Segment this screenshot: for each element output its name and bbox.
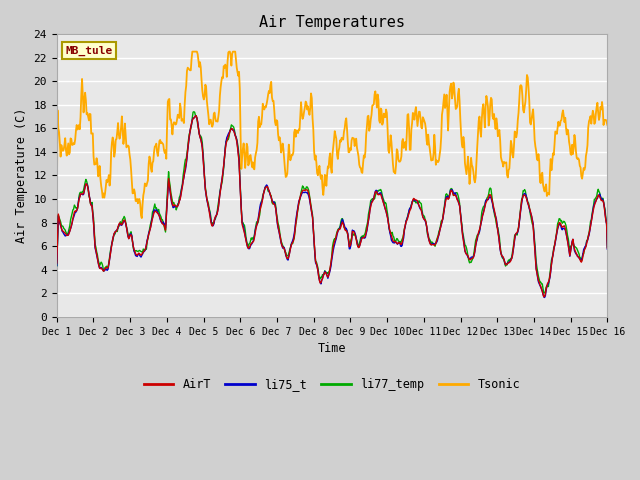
Tsonic <box>401 142 408 147</box>
Y-axis label: Air Temperature (C): Air Temperature (C) <box>15 108 28 243</box>
li77_temp <box>604 244 611 250</box>
Line: li77_temp: li77_temp <box>57 112 607 293</box>
AirT <box>416 204 424 210</box>
li77_temp <box>120 216 127 221</box>
Tsonic <box>604 122 611 128</box>
Tsonic <box>176 101 184 107</box>
li77_temp <box>175 194 183 200</box>
Tsonic <box>206 118 214 123</box>
Tsonic <box>63 153 70 158</box>
li77_temp <box>205 206 213 212</box>
Line: li75_t: li75_t <box>57 116 607 298</box>
Tsonic <box>189 49 196 55</box>
X-axis label: Time: Time <box>318 342 346 355</box>
li75_t <box>53 263 61 268</box>
li75_t <box>400 235 408 240</box>
li75_t <box>604 246 611 252</box>
AirT <box>205 208 213 214</box>
AirT <box>604 245 611 251</box>
li75_t <box>120 219 127 225</box>
li77_temp <box>540 290 548 296</box>
li75_t <box>191 113 199 119</box>
AirT <box>400 231 408 237</box>
li75_t <box>416 205 424 211</box>
Tsonic <box>120 141 127 147</box>
li77_temp <box>53 263 61 269</box>
Title: Air Temperatures: Air Temperatures <box>259 15 405 30</box>
AirT <box>120 218 127 224</box>
Tsonic <box>417 116 424 121</box>
AirT <box>192 113 200 119</box>
AirT <box>63 232 70 238</box>
Line: AirT: AirT <box>57 116 607 297</box>
AirT <box>175 198 183 204</box>
Legend: AirT, li75_t, li77_temp, Tsonic: AirT, li75_t, li77_temp, Tsonic <box>139 373 525 396</box>
Text: MB_tule: MB_tule <box>65 46 112 56</box>
li77_temp <box>63 231 70 237</box>
li75_t <box>175 198 183 204</box>
li77_temp <box>416 199 424 205</box>
li75_t <box>541 295 548 300</box>
AirT <box>53 260 61 266</box>
li77_temp <box>190 109 198 115</box>
li75_t <box>205 207 213 213</box>
li77_temp <box>400 230 408 236</box>
li75_t <box>63 232 70 238</box>
Tsonic <box>138 215 146 221</box>
Line: Tsonic: Tsonic <box>57 52 607 218</box>
AirT <box>540 294 548 300</box>
Tsonic <box>53 207 61 213</box>
